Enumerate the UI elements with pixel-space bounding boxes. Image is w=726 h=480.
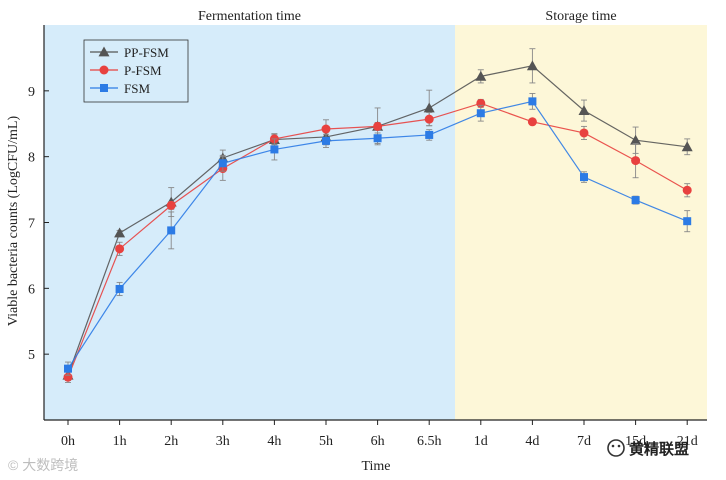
wechat-icon-dot xyxy=(617,444,621,448)
data-point xyxy=(270,145,279,154)
data-point xyxy=(528,97,537,106)
data-point xyxy=(579,128,589,138)
x-tick-label: 1h xyxy=(113,434,127,449)
data-point xyxy=(526,60,538,71)
region-label: Storage time xyxy=(545,9,616,24)
x-tick-label: 3h xyxy=(216,434,230,449)
data-point xyxy=(373,121,383,131)
x-tick-label: 21d xyxy=(677,434,698,449)
legend-marker xyxy=(98,46,110,57)
data-point xyxy=(578,105,590,115)
region-backgrounds xyxy=(44,25,707,420)
data-point xyxy=(423,102,435,113)
y-tick-label: 9 xyxy=(28,85,35,100)
x-tick-label: 7d xyxy=(577,434,591,449)
x-tick-label: 4h xyxy=(267,434,281,449)
data-point xyxy=(64,364,72,373)
y-axis-label: Viable bacteria counts (LogCFU/mL) xyxy=(6,116,21,327)
wechat-icon-dot xyxy=(611,444,615,448)
y-tick-label: 7 xyxy=(28,217,35,232)
data-point xyxy=(631,156,641,166)
legend-label: FSM xyxy=(124,81,150,96)
data-point xyxy=(425,130,434,139)
x-axis-label: Time xyxy=(361,459,390,474)
region-label: Fermentation time xyxy=(198,9,301,24)
region-background xyxy=(44,25,455,420)
x-tick-label: 5h xyxy=(319,434,333,449)
legend-label: P-FSM xyxy=(124,63,162,78)
data-point xyxy=(476,109,485,118)
legend-marker xyxy=(99,65,109,75)
data-point xyxy=(475,70,487,81)
x-tick-label: 6.5h xyxy=(417,434,442,449)
data-point xyxy=(683,217,692,226)
x-tick-label: 0h xyxy=(61,434,75,449)
data-point xyxy=(424,114,434,124)
legend-marker xyxy=(100,84,108,92)
legend: PP-FSM P-FSM FSM xyxy=(83,39,189,103)
data-point xyxy=(527,117,537,127)
y-tick-label: 6 xyxy=(28,282,35,297)
legend-box xyxy=(83,39,189,103)
watermark-left-text: © 大数跨境 xyxy=(8,457,78,473)
data-point xyxy=(681,141,693,152)
x-tick-label: 2h xyxy=(164,434,178,449)
region-labels: Fermentation time Storage time xyxy=(198,9,617,24)
x-tick-label: 1d xyxy=(474,434,488,449)
series-fsm xyxy=(64,93,692,376)
data-point xyxy=(682,185,692,195)
data-point xyxy=(114,227,126,238)
data-point xyxy=(580,173,588,182)
wechat-icon xyxy=(607,439,625,457)
y-tick-label: 5 xyxy=(28,348,35,363)
data-point xyxy=(166,200,176,210)
data-point xyxy=(115,284,124,293)
data-point xyxy=(373,134,382,143)
x-tick-label: 4d xyxy=(525,434,539,449)
data-point xyxy=(322,136,330,145)
data-point xyxy=(167,226,176,235)
x-tick-label: 15d xyxy=(625,434,646,449)
series-layer xyxy=(62,48,693,383)
watermark-right-text: 黄精联盟 xyxy=(629,440,689,458)
y-tick-label: 8 xyxy=(28,151,35,166)
axes: 5 6 7 8 9 0h 1h 2h 3h 4h 5h 6h 6.5h 1d 4d 7d 15d 21d xyxy=(28,25,707,449)
data-point xyxy=(321,124,331,134)
legend-label: PP-FSM xyxy=(124,45,169,60)
region-background xyxy=(455,25,707,420)
data-point xyxy=(218,159,227,168)
watermark-right: 黄精联盟 xyxy=(607,439,689,458)
data-point xyxy=(630,134,642,145)
data-point xyxy=(115,244,125,254)
data-point xyxy=(631,196,640,205)
watermark-left: © 大数跨境 xyxy=(8,457,78,473)
x-tick-label: 6h xyxy=(371,434,385,449)
